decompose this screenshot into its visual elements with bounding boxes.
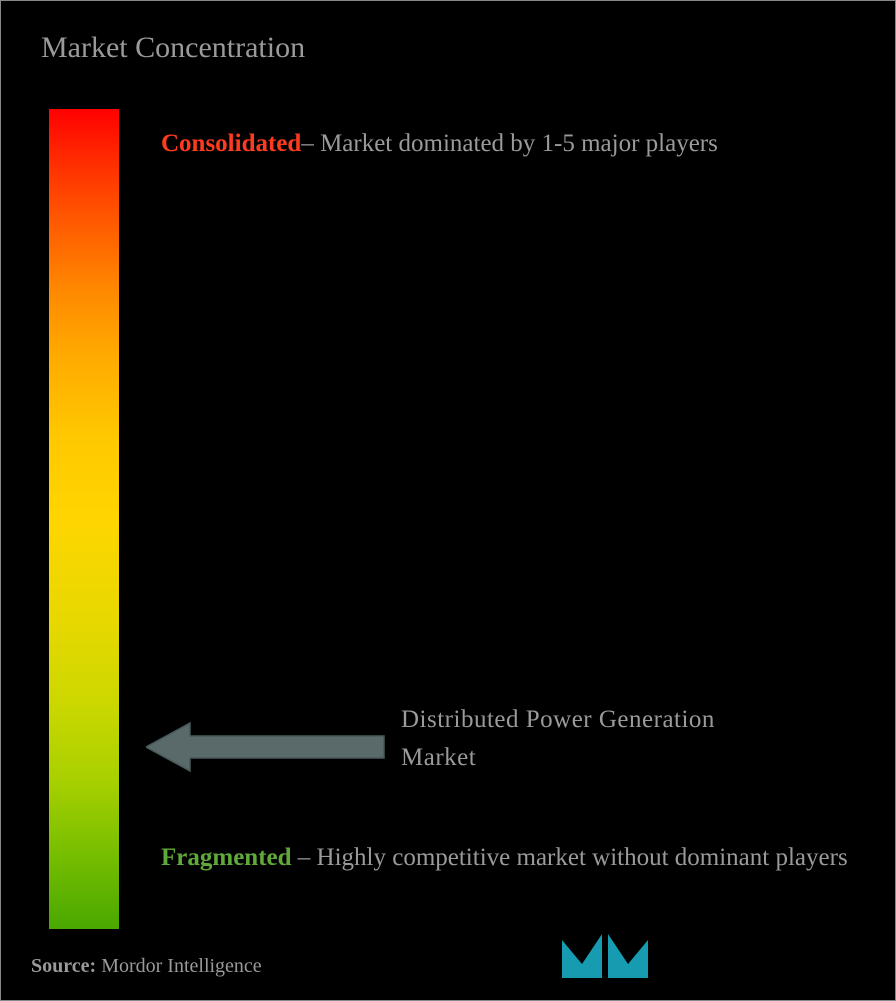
source-label: Source:	[31, 955, 96, 977]
source-footer: Source: Mordor Intelligence	[31, 955, 262, 978]
consolidated-label: Consolidated	[161, 130, 301, 157]
market-marker-label: Distributed Power Generation Market	[401, 701, 761, 776]
page-title: Market Concentration	[41, 31, 305, 65]
fragmented-description: Fragmented – Highly competitive market w…	[161, 833, 861, 883]
fragmented-label: Fragmented	[161, 844, 292, 871]
fragmented-text: – Highly competitive market without domi…	[292, 844, 848, 871]
marker-arrow	[146, 719, 386, 775]
concentration-gradient-bar	[49, 109, 119, 929]
source-value: Mordor Intelligence	[96, 955, 262, 977]
consolidated-description: Consolidated– Market dominated by 1-5 ma…	[161, 119, 831, 169]
mordor-logo-icon	[560, 928, 650, 982]
arrow-left-icon	[146, 719, 386, 775]
consolidated-text: – Market dominated by 1-5 major players	[301, 130, 718, 157]
